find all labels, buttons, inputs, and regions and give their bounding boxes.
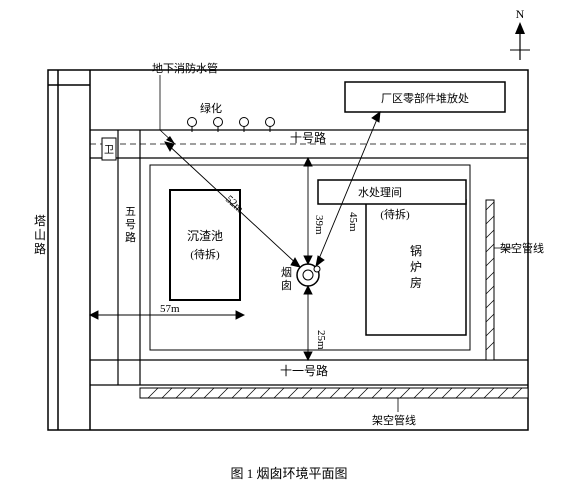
wc-label: 卫 — [104, 145, 114, 156]
plan-svg: 塔山路 五号路 十号路 十一号路 沉渣池 (待拆) 锅炉房 水处理间 (待拆) … — [0, 0, 578, 501]
tashan-road-label: 塔山路 — [34, 214, 46, 256]
slag-pool-label2: (待拆) — [190, 247, 220, 261]
five-road-label: 五号路 — [125, 206, 136, 244]
dim-39: 39m — [313, 215, 325, 235]
overhead-pipe-label-bottom: 架空管线 — [372, 413, 416, 427]
slag-pool-label1: 沉渣池 — [187, 229, 223, 243]
water-label1: 水处理间 — [358, 186, 402, 199]
tashan-road — [58, 70, 90, 430]
five-road — [118, 130, 140, 385]
dim-45: 45m — [347, 212, 359, 232]
dim-25: 25m — [315, 330, 327, 350]
water-label2: (待拆) — [380, 207, 410, 221]
ten-road-label: 十号路 — [290, 130, 326, 145]
underground-pipe — [160, 75, 175, 144]
underground-pipe-label: 地下消防水管 — [152, 61, 218, 75]
compass-label: N — [516, 7, 525, 21]
parts-label: 厂区零部件堆放处 — [381, 91, 469, 105]
overhead-pipe-label-right: 架空管线 — [500, 241, 544, 255]
boiler-label: 锅炉房 — [410, 243, 422, 290]
figure-container: 塔山路 五号路 十号路 十一号路 沉渣池 (待拆) 锅炉房 水处理间 (待拆) … — [0, 0, 578, 501]
figure-caption: 图 1 烟囱环境平面图 — [230, 466, 347, 481]
greening-label: 绿化 — [200, 101, 222, 115]
compass-icon — [510, 22, 530, 60]
dim-57: 57m — [160, 303, 180, 315]
eleven-road-label: 十一号路 — [280, 363, 328, 378]
chimney-label: 烟囱 — [281, 265, 292, 292]
